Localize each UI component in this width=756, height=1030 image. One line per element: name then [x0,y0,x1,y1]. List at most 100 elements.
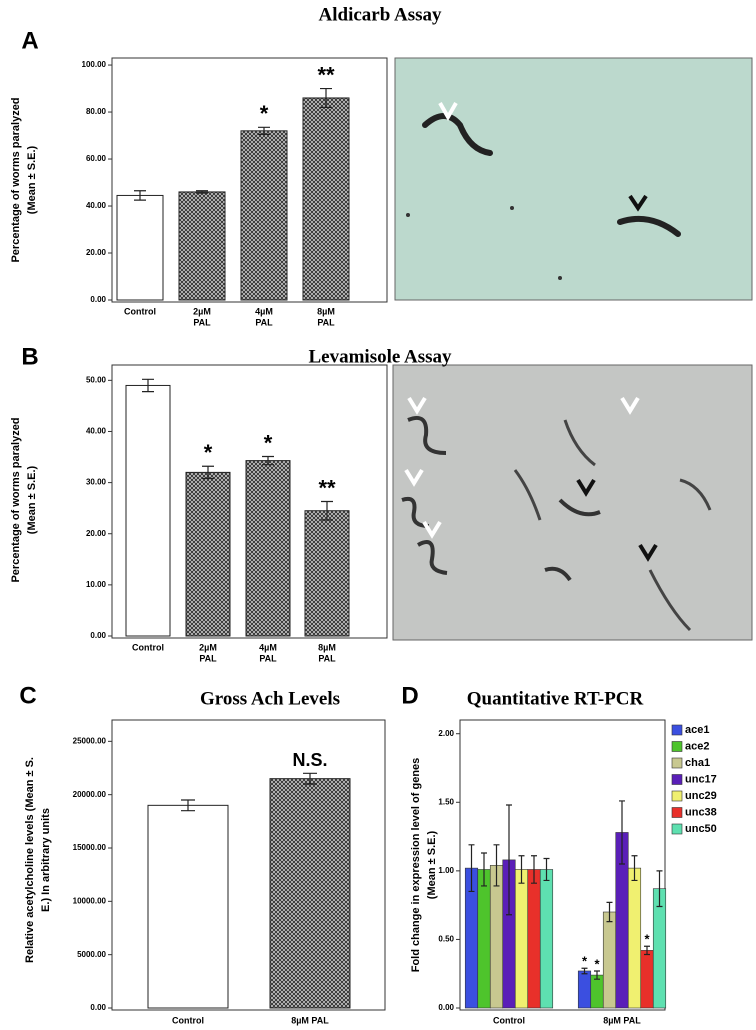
bar [640,950,654,1009]
y-tick-label: 10.00 [86,580,107,589]
x-tick-label: PAL [259,653,277,663]
error-bar [321,500,333,521]
significance-label: ** [318,475,336,500]
y-tick-label: 0.00 [90,631,106,640]
y-tick-label: 100.00 [82,60,107,69]
x-tick-label: PAL [199,653,217,663]
x-tick-label: Control [172,1015,204,1025]
y-axis-label: Fold change in expression level of genes [410,758,422,973]
y-tick-label: 5000.00 [77,950,106,959]
error-bar [481,852,487,887]
legend-label: ace1 [685,724,709,736]
legend-swatch [671,823,683,835]
x-tick-label: PAL [318,653,336,663]
chart-title: Gross Ach Levels [200,688,340,709]
plot-frame [111,57,388,303]
x-tick-label: Control [132,642,164,652]
error-bar [493,844,500,887]
error-bar [531,855,537,884]
significance-label: ** [317,62,335,87]
y-tick-label: 20000.00 [73,790,107,799]
error-bar [656,870,663,908]
y-tick-label: 0.00 [438,1003,454,1012]
bar [245,460,291,637]
error-bar [644,945,650,956]
y-axis-label: Percentage of worms paralyzed [10,97,22,262]
y-tick-label: 10000.00 [73,896,107,905]
error-bar [631,855,638,882]
bar [125,384,171,637]
error-bar [594,970,600,980]
significance-label: * [260,101,269,126]
legend-swatch [671,757,683,769]
error-bar [134,190,146,201]
y-tick-label: 40.00 [86,201,107,210]
y-tick-label: 40.00 [86,427,107,436]
x-tick-label: 2µM [199,642,217,652]
photo-b [392,364,753,641]
bar [489,865,504,1009]
y-tick-label: 1.00 [438,866,454,875]
bar [590,974,604,1009]
plot-frame [111,364,388,639]
y-tick-label: 20.00 [86,529,107,538]
x-tick-label: 8µM [318,642,336,652]
y-tick-label: 0.50 [438,935,454,944]
legend-swatch [671,724,683,736]
y-axis-label: (Mean ± S.E.) [426,830,438,899]
chart-title: Levamisole Assay [308,346,452,367]
error-bar [320,87,332,108]
error-bar [606,901,613,923]
x-tick-label: PAL [193,317,211,327]
bar [269,778,351,1009]
panel-label: C [19,682,36,709]
significance-label: * [204,440,213,465]
x-tick-label: 4µM [255,306,273,316]
significance-label: * [644,932,650,947]
significance-label: * [582,954,588,969]
y-axis-label: E.) In arbitrary units [40,808,52,912]
bar [178,191,226,301]
error-bar [258,126,270,135]
legend-label: unc17 [685,773,717,785]
y-tick-label: 15000.00 [73,843,107,852]
legend-label: unc38 [685,806,717,818]
bar [627,867,642,1009]
plot-frame [111,719,386,1011]
y-axis-label: Relative acetylcholine levels (Mean ± S. [24,757,36,963]
y-tick-label: 30.00 [86,478,107,487]
y-tick-label: 25000.00 [73,736,107,745]
x-tick-label: PAL [317,317,335,327]
plot-frame [459,719,666,1011]
y-axis-label: (Mean ± S.E.) [26,145,38,214]
bar [539,869,554,1009]
x-tick-label: 8µM PAL [603,1015,641,1025]
bar [240,130,288,301]
y-tick-label: 0.00 [90,295,106,304]
bar [577,970,592,1009]
y-axis-label: (Mean ± S.E.) [26,465,38,534]
x-tick-label: Control [124,306,156,316]
bar [147,804,229,1009]
y-axis-label: Percentage of worms paralyzed [10,417,22,582]
panel-label: B [21,343,38,370]
legend-label: unc50 [685,823,717,835]
significance-label: * [594,956,600,971]
x-tick-label: 8µM PAL [291,1015,329,1025]
legend-swatch [671,790,683,802]
significance-label: N.S. [292,750,327,770]
y-tick-label: 80.00 [86,107,107,116]
chart-title: Aldicarb Assay [319,4,442,25]
legend-swatch [671,741,683,752]
error-bar [202,465,214,480]
legend-swatch [671,774,683,785]
significance-label: * [264,430,273,455]
error-bar [142,378,154,393]
error-bar [181,799,195,812]
error-bar [506,804,512,916]
x-tick-label: Control [493,1015,525,1025]
x-tick-label: 8µM [317,306,335,316]
bar [477,869,491,1009]
x-tick-label: PAL [255,317,273,327]
